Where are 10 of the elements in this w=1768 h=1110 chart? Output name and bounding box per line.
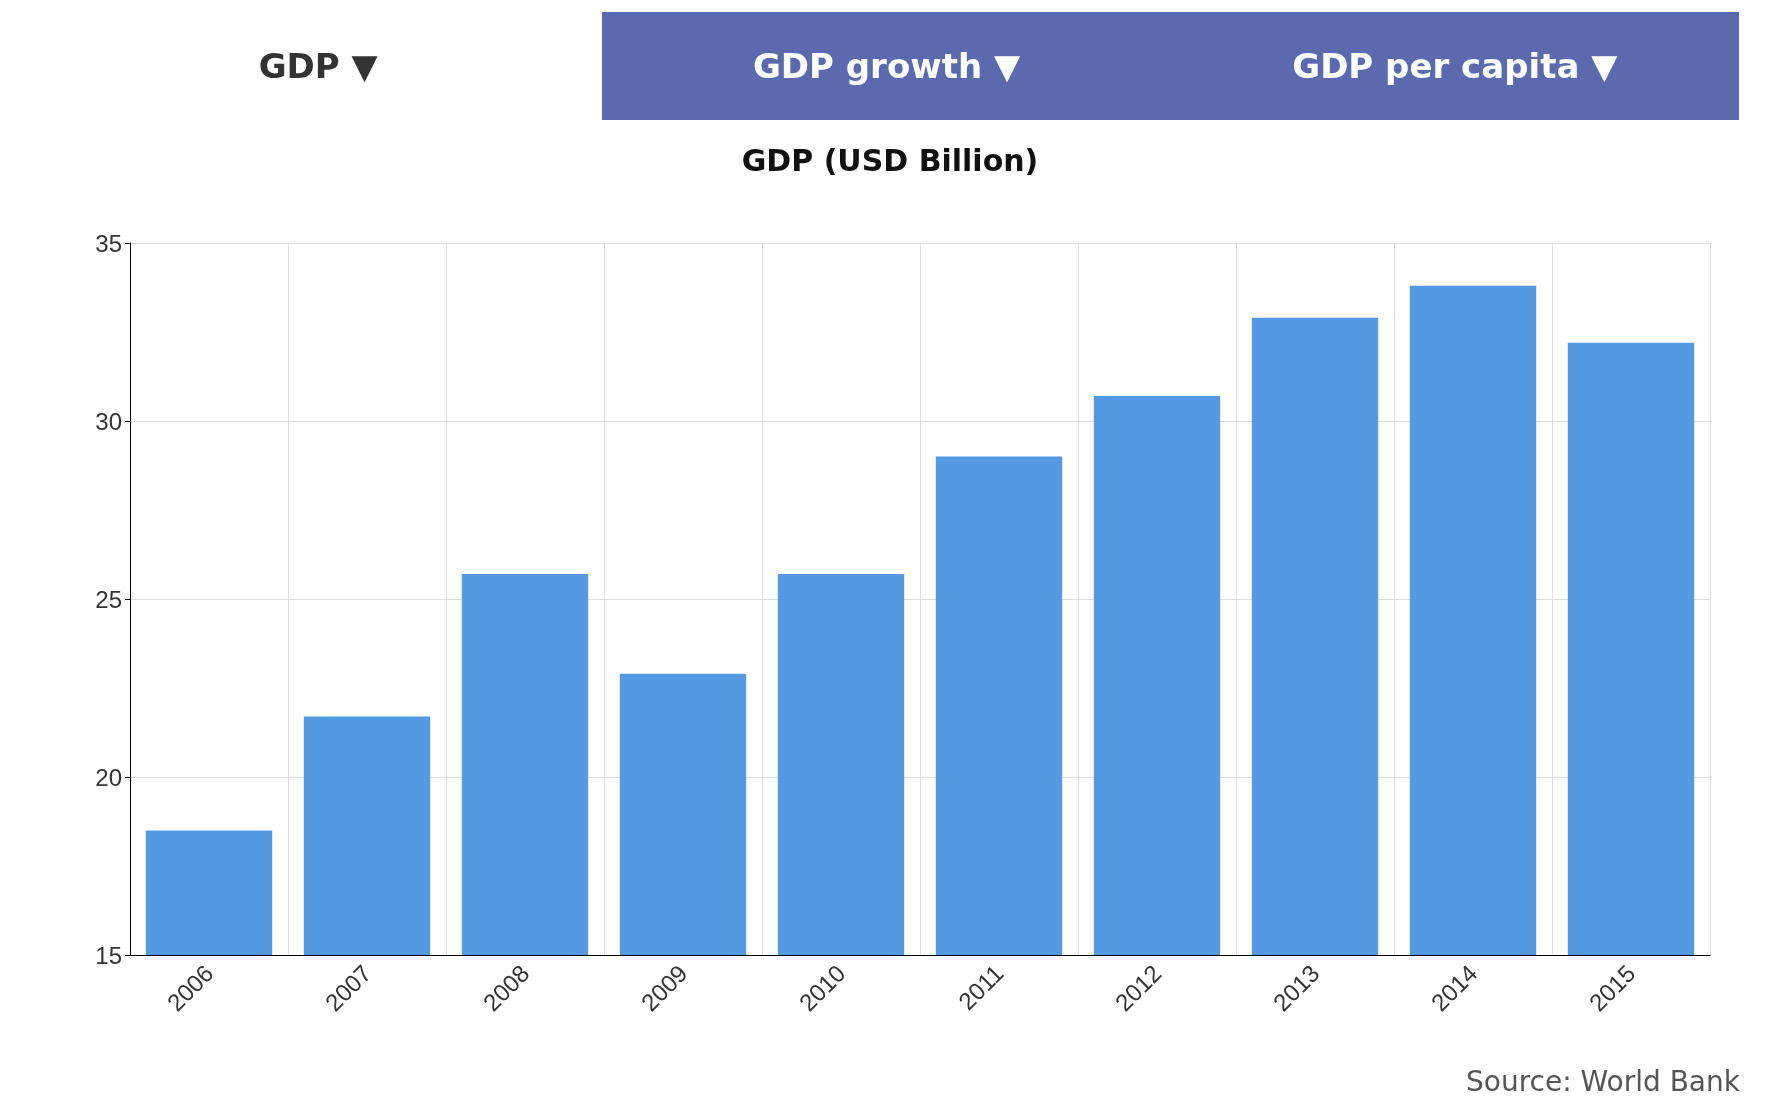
source-note: Source: World Bank <box>1466 1065 1740 1098</box>
text: GDP growth ▼ <box>751 45 1022 88</box>
y-tick-label: 25 <box>95 585 122 613</box>
y-tick-label: 15 <box>95 941 122 969</box>
y-tick-label: 30 <box>95 407 122 435</box>
text: GDP ▼ <box>34 12 603 120</box>
y-tick-label: 20 <box>95 763 122 791</box>
text: GDP per capita ▼ <box>1291 45 1619 88</box>
y-tick-label: 35 <box>95 229 122 257</box>
chart-title: GDP (USD Billion) <box>741 142 1039 178</box>
